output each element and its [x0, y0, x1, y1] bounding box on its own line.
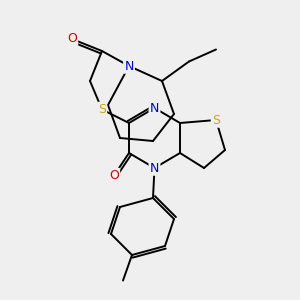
Text: O: O — [67, 32, 77, 46]
Text: O: O — [109, 169, 119, 182]
Text: S: S — [98, 103, 106, 116]
Text: S: S — [212, 113, 220, 127]
Text: N: N — [124, 59, 134, 73]
Text: N: N — [150, 161, 159, 175]
Text: N: N — [150, 101, 159, 115]
